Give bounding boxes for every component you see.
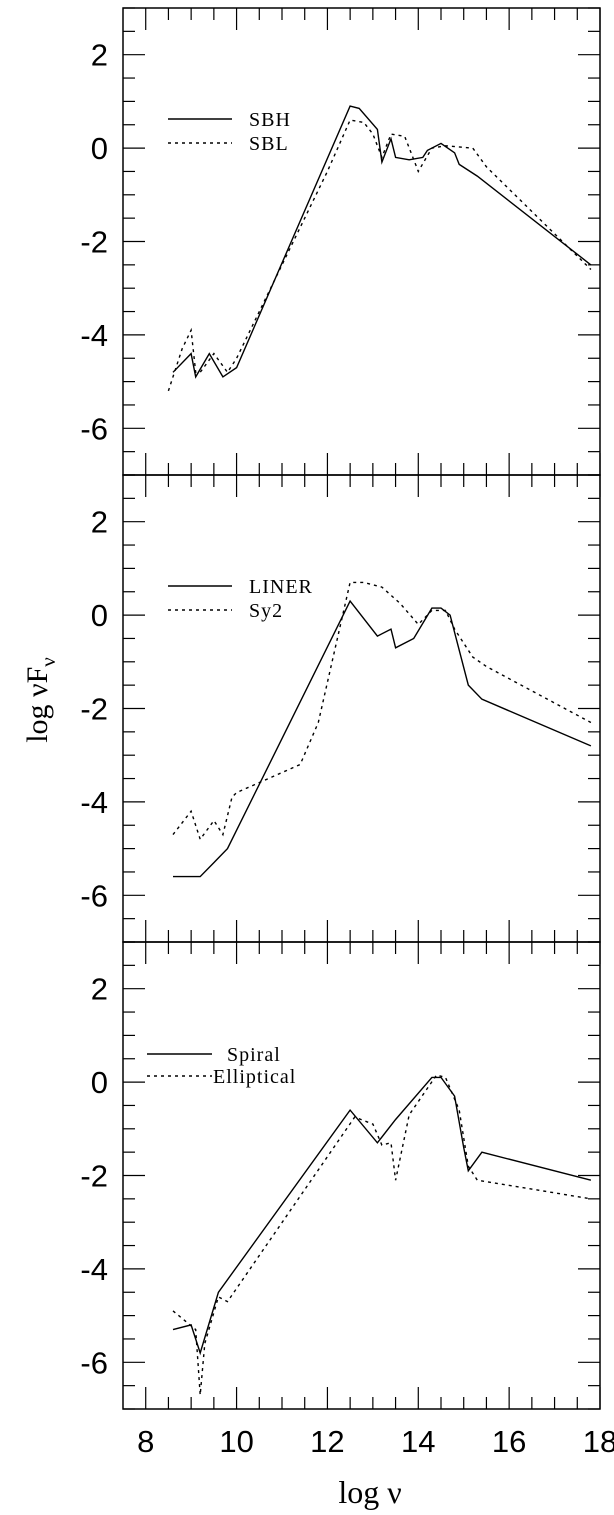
- y-axis-label-subscript: ν: [36, 657, 60, 667]
- x-tick-label: 8: [137, 1424, 154, 1459]
- series-line-liner: [173, 599, 592, 878]
- y-tick-label: 0: [91, 598, 108, 633]
- y-tick-label: -4: [80, 1252, 108, 1287]
- svg-text:log νFν: log νFν: [21, 657, 60, 743]
- series-line-spiral: [172, 1076, 592, 1356]
- x-tick-label: 10: [219, 1424, 253, 1459]
- y-tick-label: -4: [80, 785, 108, 820]
- series-line-sbl: [167, 119, 592, 392]
- y-tick-label: -2: [80, 1159, 108, 1194]
- x-tick-label: 18: [583, 1424, 614, 1459]
- series-line-elliptical: [172, 1074, 592, 1396]
- x-tick-label: 12: [310, 1424, 344, 1459]
- legend-label-liner: LINER: [249, 576, 313, 598]
- y-tick-label: -6: [80, 1345, 108, 1380]
- y-tick-label: -2: [80, 225, 108, 260]
- legend-label-spiral: Spiral: [227, 1044, 281, 1066]
- panel-frame: [122, 941, 601, 1410]
- y-tick-label: 0: [91, 1065, 108, 1100]
- legend-label-sbl: SBL: [249, 133, 289, 155]
- series-line-sbh: [172, 105, 592, 379]
- legend-label-elliptical: Elliptical: [213, 1066, 296, 1088]
- y-tick-label: 2: [91, 505, 108, 540]
- y-tick-label: -2: [80, 692, 108, 727]
- series-line-sy2: [172, 581, 592, 841]
- panel-frame: [122, 474, 601, 943]
- y-tick-label: 2: [91, 972, 108, 1007]
- legend-label-sbh: SBH: [249, 109, 291, 131]
- y-axis-label-group: log νFν: [21, 657, 60, 743]
- y-tick-label: -4: [80, 318, 108, 353]
- y-tick-label: -6: [80, 411, 108, 446]
- x-axis-label: log ν: [338, 1474, 401, 1510]
- legend-label-sy2: Sy2: [249, 600, 283, 622]
- y-tick-label: 2: [91, 38, 108, 73]
- x-tick-label: 16: [492, 1424, 526, 1459]
- panel-frame: [122, 7, 601, 476]
- y-axis-label: log νF: [21, 667, 54, 743]
- y-tick-label: 0: [91, 131, 108, 166]
- y-tick-label: -6: [80, 878, 108, 913]
- x-tick-label: 14: [401, 1424, 435, 1459]
